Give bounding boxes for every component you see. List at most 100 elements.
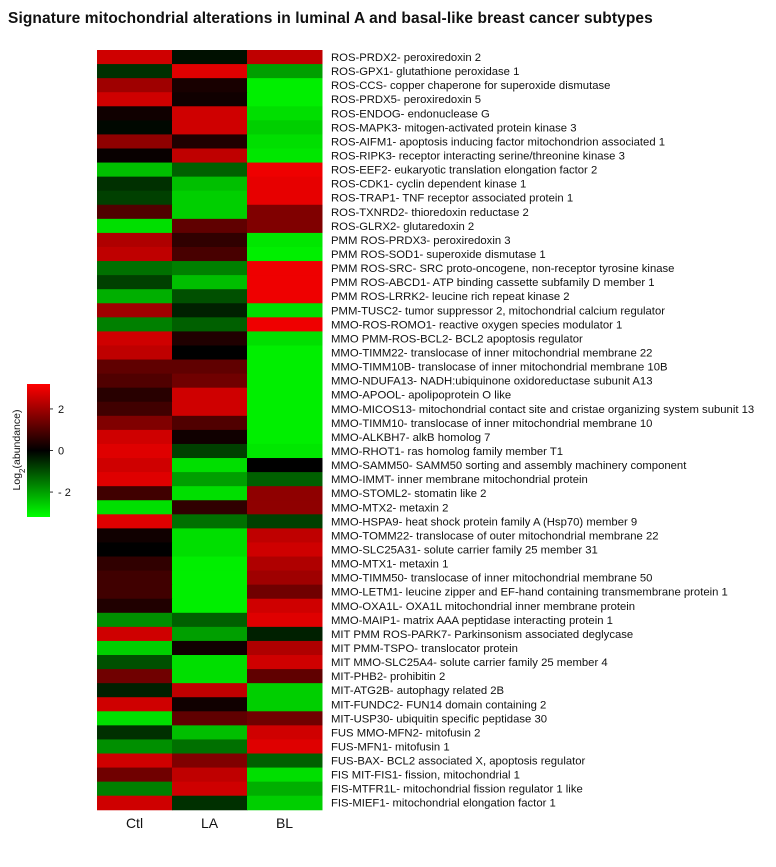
row-label: MIT MMO-SLC25A4- solute carrier family 2… — [331, 657, 608, 669]
heatmap-cell — [97, 373, 173, 389]
heatmap-cell — [97, 134, 173, 149]
row-label: MMO-MTX1- metaxin 1 — [331, 559, 448, 571]
heatmap-cell — [247, 669, 323, 684]
heatmap-cell — [247, 176, 323, 192]
heatmap-cell — [172, 190, 248, 206]
row-label: MIT PMM ROS-PARK7- Parkinsonism associat… — [331, 629, 633, 641]
row-label: PMM ROS-SRC- SRC proto-oncogene, non-rec… — [331, 263, 674, 275]
row-label: MMO-MTX2- metaxin 2 — [331, 502, 448, 514]
row-label: PMM ROS-PRDX3- peroxiredoxin 3 — [331, 235, 511, 247]
row-label: MMO-SAMM50- SAMM50 sorting and assembly … — [331, 460, 687, 472]
heatmap-cell — [172, 275, 248, 290]
row-label: FIS-MIEF1- mitochondrial elongation fact… — [331, 798, 556, 810]
chart-title: Signature mitochondrial alterations in l… — [8, 10, 653, 27]
heatmap-cell — [247, 655, 323, 670]
heatmap-cell — [247, 359, 323, 375]
heatmap-cell — [97, 190, 173, 206]
heatmap-cell — [247, 612, 323, 628]
heatmap-cell — [97, 584, 173, 600]
heatmap-cell — [97, 598, 173, 614]
heatmap-cell — [172, 92, 248, 107]
heatmap-cell — [97, 218, 173, 234]
heatmap-cell — [247, 739, 323, 754]
heatmap-cell — [172, 542, 248, 558]
row-label: MMO-STOML2- stomatin like 2 — [331, 488, 486, 500]
heatmap-cell — [247, 204, 323, 220]
row-label: PMM ROS-ABCD1- ATP binding cassette subf… — [331, 277, 655, 289]
heatmap-cell — [247, 218, 323, 234]
row-label: MMO-TIMM10B- translocase of inner mitoch… — [331, 362, 668, 374]
row-label: PMM ROS-SOD1- superoxide dismutase 1 — [331, 249, 546, 261]
heatmap-cell — [247, 542, 323, 558]
heatmap-cell — [97, 458, 173, 473]
row-label: MIT-PHB2- prohibitin 2 — [331, 671, 445, 683]
heatmap-cell — [247, 331, 323, 346]
row-label: MMO-ALKBH7- alkB homolog 7 — [331, 432, 490, 444]
heatmap-cell — [247, 134, 323, 149]
heatmap-cell — [172, 739, 248, 754]
heatmap-cell — [247, 795, 323, 811]
heatmap-cell — [172, 204, 248, 220]
heatmap-cell — [97, 739, 173, 754]
heatmap-cell — [97, 176, 173, 192]
row-label: FUS-MFN1- mitofusin 1 — [331, 741, 450, 753]
row-label: MMO-RHOT1- ras homolog family member T1 — [331, 446, 563, 458]
heatmap-cell — [172, 683, 248, 698]
heatmap-cell — [247, 303, 323, 318]
row-label: ROS-TRAP1- TNF receptor associated prote… — [331, 193, 573, 205]
heatmap-cell — [172, 331, 248, 346]
legend-tick-label: - 2 — [58, 487, 71, 499]
heatmap-cell — [97, 359, 173, 375]
heatmap-cell — [247, 626, 323, 642]
heatmap-cell — [172, 612, 248, 628]
row-label: FIS MIT-FIS1- fission, mitochondrial 1 — [331, 770, 520, 782]
heatmap-cell — [247, 781, 323, 797]
heatmap-cell — [97, 50, 173, 65]
heatmap-cell — [172, 387, 248, 403]
heatmap-cell — [247, 64, 323, 79]
heatmap-cell — [172, 486, 248, 501]
heatmap-cell — [172, 443, 248, 459]
row-label: ROS-CDK1- cyclin dependent kinase 1 — [331, 179, 526, 191]
heatmap-cell — [247, 584, 323, 600]
heatmap-cell — [97, 697, 173, 712]
row-label: ROS-RIPK3- receptor interacting serine/t… — [331, 151, 625, 163]
heatmap-cell — [97, 781, 173, 797]
heatmap-cell — [172, 401, 248, 417]
heatmap-cell — [247, 429, 323, 445]
row-label: MMO-SLC25A31- solute carrier family 25 m… — [331, 544, 598, 556]
row-label: ROS-EEF2- eukaryotic translation elongat… — [331, 165, 597, 177]
heatmap-cell — [97, 415, 173, 431]
heatmap-cell — [97, 345, 173, 361]
heatmap-cell — [97, 612, 173, 628]
heatmap-cell — [247, 78, 323, 93]
heatmap-cell — [97, 528, 173, 543]
heatmap-cell — [247, 50, 323, 65]
heatmap-cell — [172, 458, 248, 473]
heatmap-cell — [97, 401, 173, 417]
heatmap-cell — [247, 556, 323, 572]
heatmap-cell — [172, 232, 248, 248]
column-label: Ctl — [126, 815, 143, 831]
heatmap-cell — [97, 725, 173, 740]
row-label: ROS-AIFM1- apoptosis inducing factor mit… — [331, 136, 665, 148]
heatmap-cell — [247, 148, 323, 164]
heatmap-cell — [172, 134, 248, 149]
row-label: MMO-MAIP1- matrix AAA peptidase interact… — [331, 615, 613, 627]
heatmap-cell — [97, 92, 173, 107]
heatmap-cell — [97, 289, 173, 304]
heatmap-cell — [172, 162, 248, 178]
row-label: MMO PMM-ROS-BCL2- BCL2 apoptosis regulat… — [331, 333, 583, 345]
heatmap-cell — [247, 92, 323, 107]
column-label: BL — [276, 815, 293, 831]
heatmap-cell — [247, 514, 323, 529]
heatmap-cell — [97, 753, 173, 769]
heatmap-cell — [247, 232, 323, 248]
heatmap-cell — [247, 683, 323, 698]
row-label: ROS-ENDOG- endonuclease G — [331, 108, 490, 120]
heatmap-cell — [97, 443, 173, 459]
heatmap-cell — [97, 78, 173, 93]
heatmap-cell — [97, 162, 173, 178]
heatmap-cell — [247, 317, 323, 332]
heatmap-cell — [247, 387, 323, 403]
